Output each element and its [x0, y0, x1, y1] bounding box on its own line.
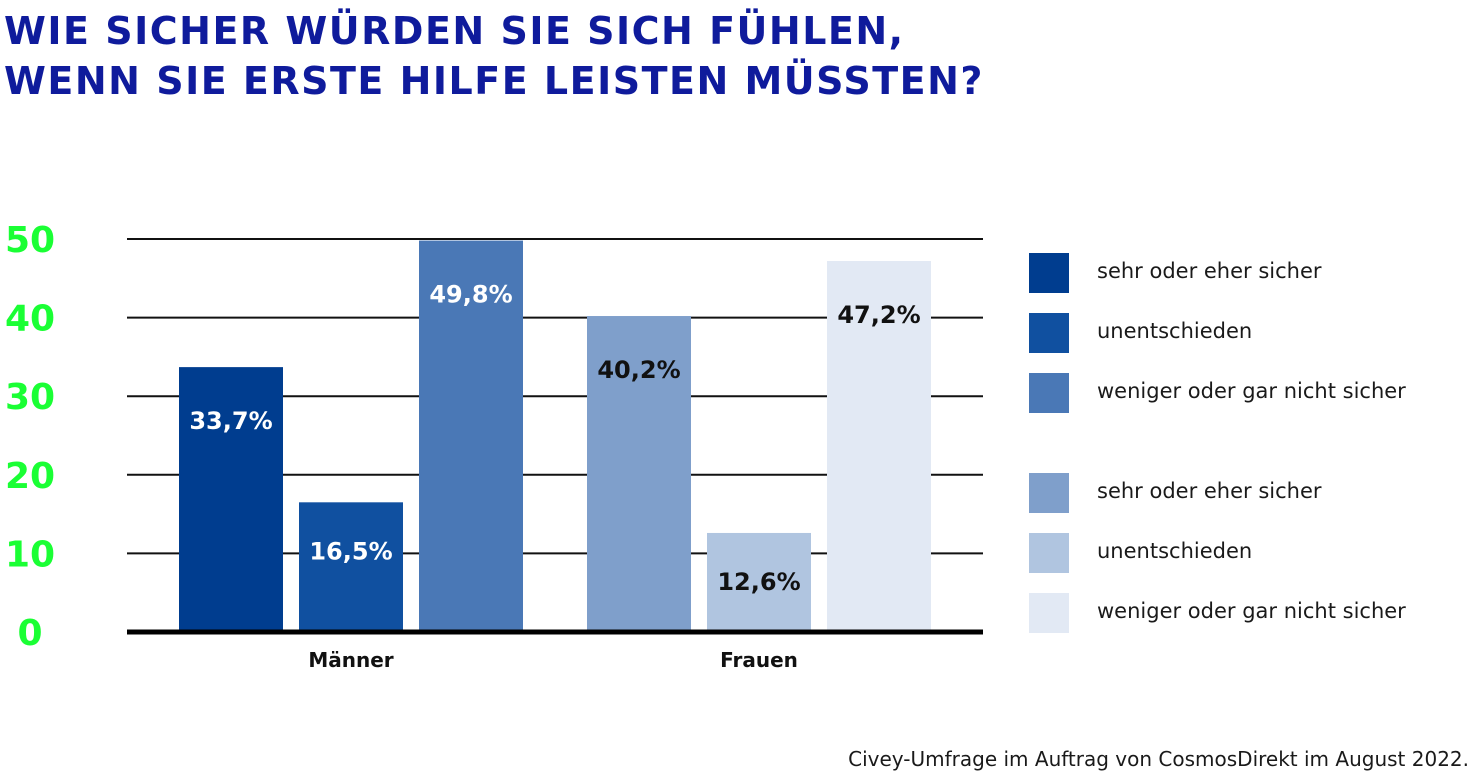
y-tick-label: 0 [17, 613, 42, 654]
chart-title-line-1: WIE SICHER WÜRDEN SIE SICH FÜHLEN, [4, 9, 905, 53]
y-tick-label: 10 [5, 534, 55, 575]
data-label: 12,6% [717, 568, 800, 596]
legend-swatch [1029, 593, 1069, 633]
legend-label: sehr oder eher sicher [1097, 479, 1322, 503]
legend-label: sehr oder eher sicher [1097, 259, 1322, 283]
y-tick-label: 40 [5, 299, 55, 340]
legend-swatch [1029, 313, 1069, 353]
x-category-label: Männer [308, 648, 393, 672]
data-label: 49,8% [429, 281, 512, 309]
legend-swatch [1029, 253, 1069, 293]
data-label: 47,2% [837, 301, 920, 329]
data-label: 16,5% [309, 537, 392, 565]
y-tick-label: 50 [5, 220, 55, 261]
legend-label: weniger oder gar nicht sicher [1097, 599, 1406, 623]
legend-swatch [1029, 373, 1069, 413]
legend-label: unentschieden [1097, 539, 1253, 563]
x-category-label: Frauen [720, 648, 798, 672]
y-tick-label: 20 [5, 456, 55, 497]
source-note: Civey-Umfrage im Auftrag von CosmosDirek… [848, 747, 1469, 771]
chart-title: WIE SICHER WÜRDEN SIE SICH FÜHLEN, WENN … [4, 6, 984, 106]
legend-swatch [1029, 473, 1069, 513]
legend-swatch [1029, 533, 1069, 573]
bar [587, 316, 691, 632]
bar-chart: 0 10 20 30 40 50 33,7% 16,5% 49,8% Männer 40,2% 12,… [5, 220, 983, 672]
data-label: 40,2% [597, 356, 680, 384]
bar [299, 502, 403, 632]
bar [707, 532, 811, 632]
y-tick-label: 30 [5, 377, 55, 418]
legend-label: unentschieden [1097, 319, 1253, 343]
bar [179, 367, 283, 632]
legend-label: weniger oder gar nicht sicher [1097, 379, 1406, 403]
bar [827, 261, 931, 632]
bar [419, 240, 523, 632]
data-label: 33,7% [189, 407, 272, 435]
chart-title-line-2: WENN SIE ERSTE HILFE LEISTEN MÜSSTEN? [4, 59, 984, 103]
